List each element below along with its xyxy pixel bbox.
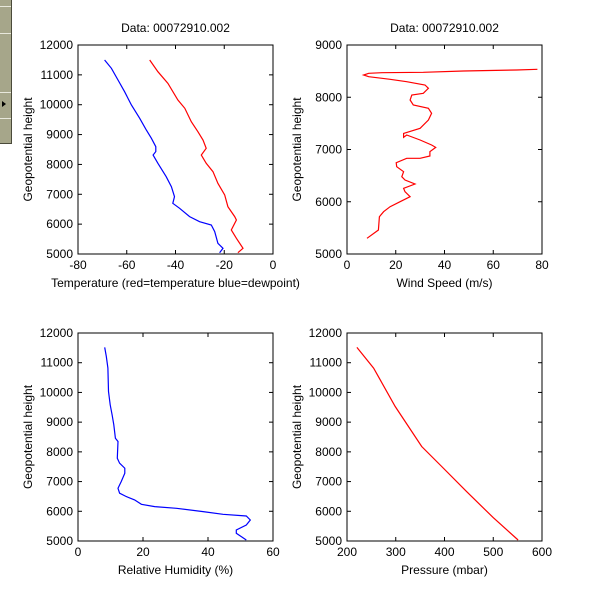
y-tick-label: 5000 [315,534,342,548]
y-tick-label: 9000 [46,415,73,429]
x-tick-label: 400 [434,545,454,559]
y-tick-label: 11000 [310,356,343,370]
x-tick-label: -20 [216,258,234,272]
x-tick-label: 60 [487,258,501,272]
y-tick-label: 10000 [40,98,74,112]
y-tick-label: 10000 [40,385,74,399]
y-tick-label: 9000 [315,38,342,52]
toolbar-separator [0,6,11,7]
y-tick-label: 7000 [46,187,73,201]
x-tick-label: 60 [266,545,280,559]
relative-humidity-series-line [104,347,252,541]
axes-box [77,44,274,255]
x-tick-label: 300 [386,545,406,559]
x-axis-label: Temperature (red=temperature blue=dewpoi… [51,276,300,290]
y-axis-label: Geopotential height [290,97,304,202]
y-tick-label: 12000 [40,326,74,340]
y-tick-label: 5000 [46,247,73,261]
temperature-axes: -80 -60 -40 -20 0 5000 6000 7000 8000 9000 10000 11… [21,21,300,290]
y-tick-label: 12000 [40,38,74,52]
y-tick-label: 8000 [46,157,73,171]
y-tick-label: 8000 [315,445,342,459]
axes-box [77,332,274,542]
y-tick-label: 5000 [46,534,73,548]
toolbar-panel[interactable] [0,0,12,144]
x-tick-label: 20 [136,545,150,559]
x-tick-label: 0 [344,258,351,272]
x-axis-label: Wind Speed (m/s) [396,276,492,290]
x-tick-label: 500 [483,545,503,559]
x-tick-label: 600 [532,545,552,559]
wind-speed-axes: 0 20 40 60 80 5000 6000 7000 8000 9000 Data: 00072… [290,21,549,290]
axes-box [346,44,543,255]
y-tick-label: 6000 [46,217,73,231]
chart-title: Data: 00072910.002 [390,21,499,35]
expand-arrow-icon[interactable] [2,101,6,107]
x-tick-label: 40 [438,258,452,272]
y-tick-label: 9000 [315,415,342,429]
y-tick-label: 11000 [41,356,74,370]
x-tick-label: 0 [75,545,82,559]
temperature-series-line [149,59,244,254]
x-tick-label: -40 [167,258,185,272]
y-tick-label: 7000 [46,475,73,489]
y-tick-label: 9000 [46,128,73,142]
y-tick-label: 8000 [315,90,342,104]
y-tick-label: 7000 [315,143,342,157]
wind-speed-series-line [361,68,538,239]
pressure-series-line [356,347,519,541]
y-tick-label: 10000 [309,385,343,399]
x-tick-label: 40 [201,545,215,559]
x-tick-label: -80 [69,258,87,272]
toolbar-separator [0,92,11,93]
toolbar-separator [0,33,11,34]
x-tick-label: 20 [389,258,403,272]
x-tick-label: 200 [337,545,357,559]
dewpoint-series-line [104,59,224,254]
toolbar-separator [0,118,11,119]
y-tick-label: 6000 [315,195,342,209]
y-tick-label: 11000 [41,68,74,82]
x-axis-label: Relative Humidity (%) [118,563,233,577]
y-tick-label: 6000 [315,504,342,518]
y-tick-label: 12000 [309,326,343,340]
pressure-axes: 200 300 400 500 600 5000 6000 7000 8000 9000 10000… [290,326,552,577]
y-tick-label: 6000 [46,504,73,518]
y-axis-label: Geopotential height [21,97,35,202]
x-tick-label: 80 [535,258,549,272]
x-axis-label: Pressure (mbar) [401,563,488,577]
y-tick-label: 5000 [315,247,342,261]
x-tick-label: 0 [270,258,277,272]
y-axis-label: Geopotential height [21,384,35,489]
axes-box [346,332,543,542]
chart-title: Data: 00072910.002 [121,21,230,35]
y-axis-label: Geopotential height [290,384,304,489]
y-tick-label: 7000 [315,475,342,489]
humidity-axes: 0 20 40 60 5000 6000 7000 8000 9000 10000 11000 120… [21,326,280,577]
y-tick-label: 8000 [46,445,73,459]
x-tick-label: -60 [118,258,136,272]
